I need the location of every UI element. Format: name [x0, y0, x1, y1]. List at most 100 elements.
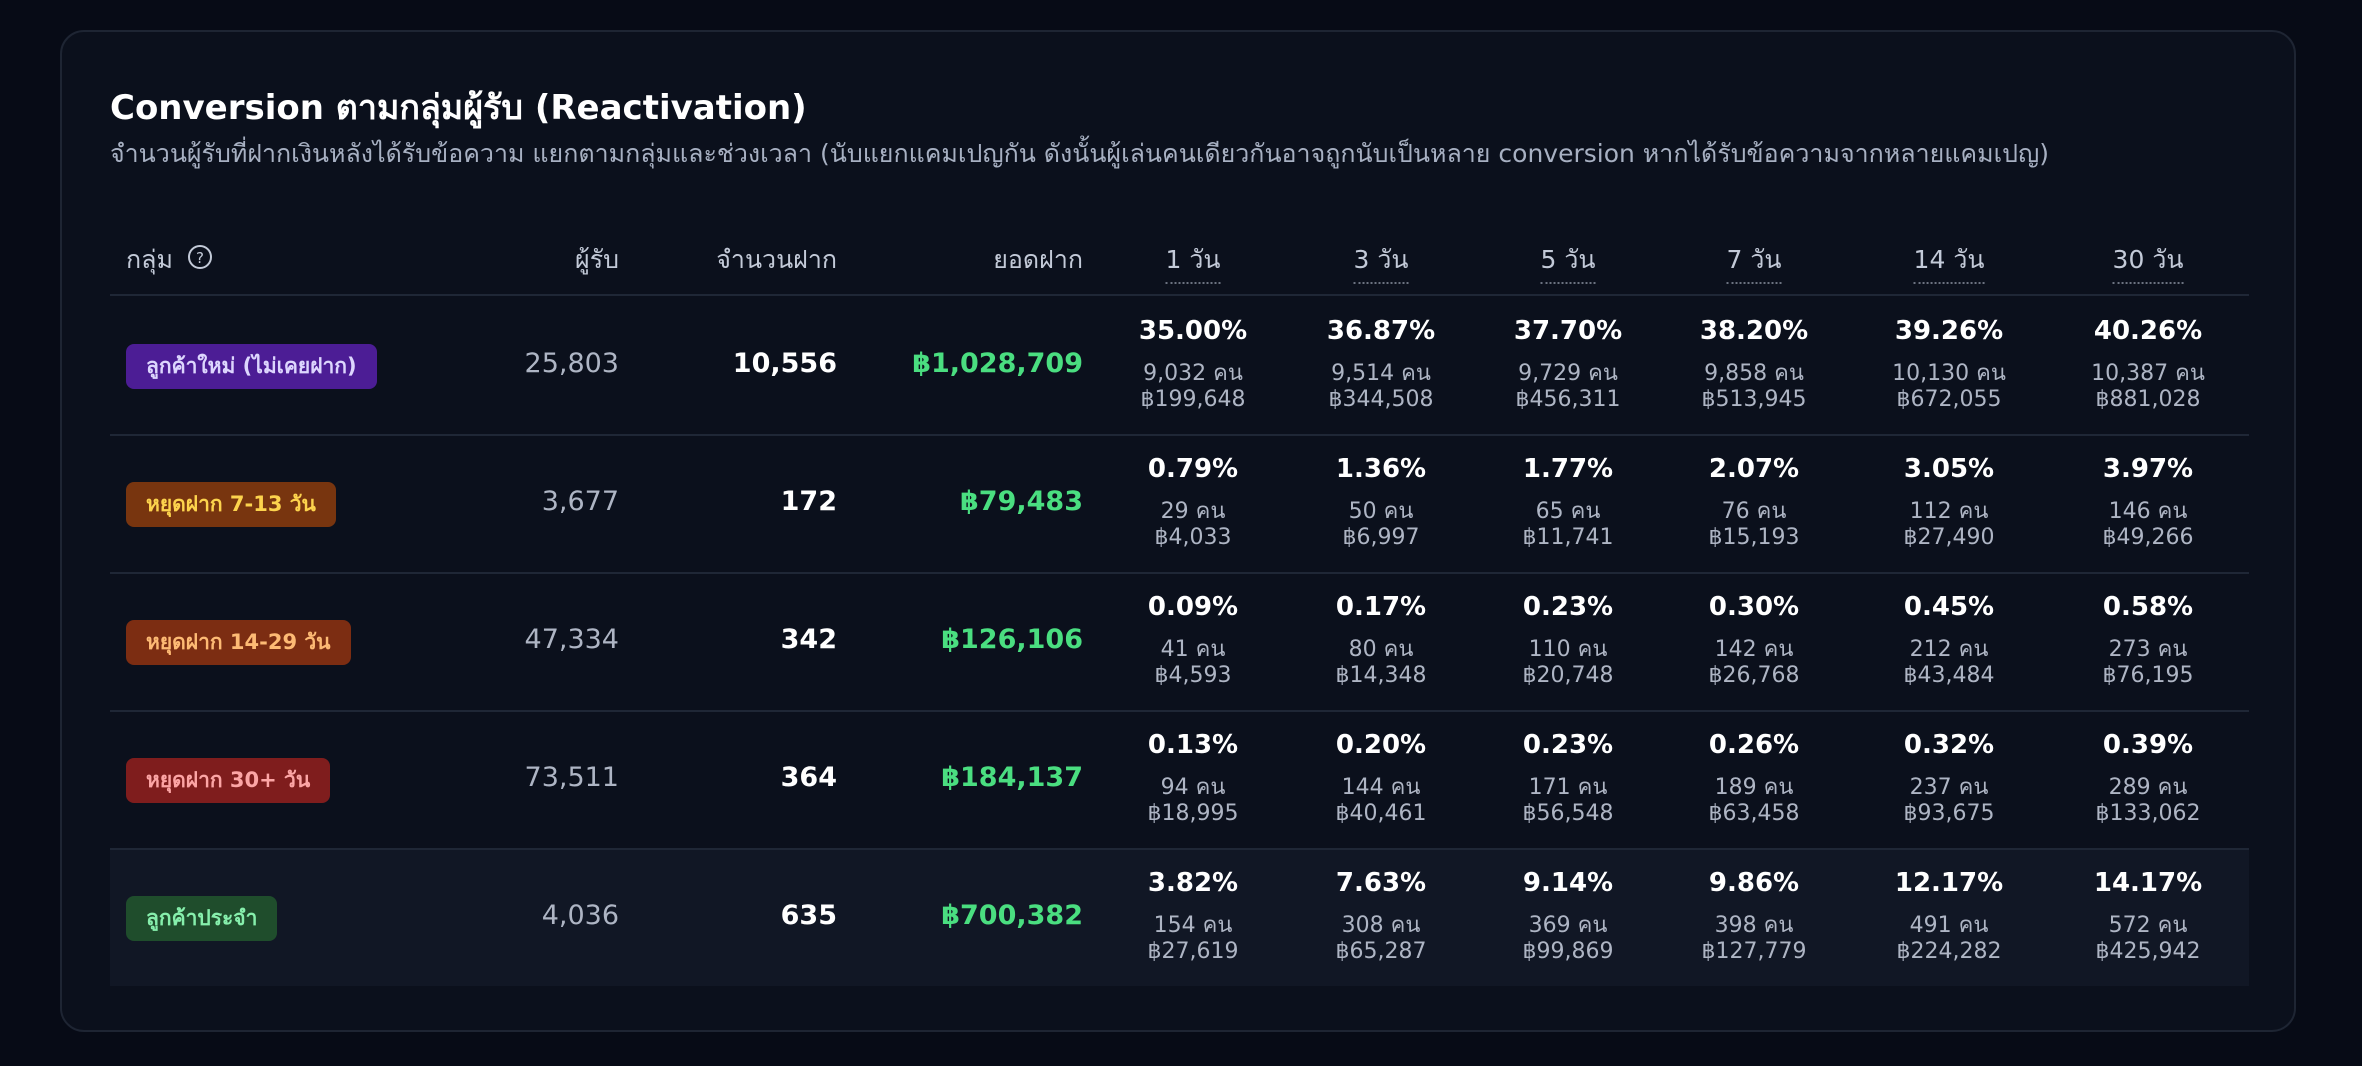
conversion-rate: 35.00%	[1138, 316, 1248, 346]
cell-recipients: 4,036	[541, 900, 619, 931]
conversion-count: 491 คน	[1909, 913, 1989, 938]
conversion-count: 289 คน	[2108, 775, 2188, 800]
conversion-count: 237 คน	[1909, 775, 1989, 800]
conversion-amount: ฿224,282	[1896, 939, 2002, 964]
cell-recipients: 73,511	[524, 762, 619, 793]
cell-amount: ฿1,028,709	[912, 348, 1083, 379]
conversion-amount: ฿56,548	[1522, 801, 1614, 826]
conversion-rate: 0.39%	[2102, 730, 2194, 760]
cell-deposits: 342	[780, 624, 837, 655]
conversion-rate: 0.20%	[1335, 730, 1427, 760]
conversion-rate: 1.77%	[1522, 454, 1614, 484]
cell-recipients: 3,677	[541, 486, 619, 517]
conversion-count: 572 คน	[2108, 913, 2188, 938]
cell-recipients: 25,803	[524, 348, 619, 379]
row-divider	[110, 710, 2249, 712]
conversion-count: 273 คน	[2108, 637, 2188, 662]
conversion-amount: ฿6,997	[1342, 525, 1420, 550]
conversion-count: 10,130 คน	[1892, 361, 2006, 386]
conversion-count: 142 คน	[1714, 637, 1794, 662]
conversion-rate: 0.30%	[1708, 592, 1800, 622]
conversion-amount: ฿76,195	[2102, 663, 2194, 688]
conversion-amount: ฿65,287	[1335, 939, 1427, 964]
conversion-amount: ฿344,508	[1328, 387, 1434, 412]
conversion-rate: 0.13%	[1147, 730, 1239, 760]
conversion-amount: ฿18,995	[1147, 801, 1239, 826]
subtitle: จำนวนผู้รับที่ฝากเงินหลังได้รับข้อความ แ…	[110, 139, 2050, 168]
column-header: จำนวนฝาก	[716, 245, 837, 274]
conversion-count: 171 คน	[1528, 775, 1608, 800]
conversion-count: 144 คน	[1341, 775, 1421, 800]
conversion-amount: ฿425,942	[2095, 939, 2201, 964]
help-icon[interactable]: ?	[186, 243, 214, 271]
conversion-count: 10,387 คน	[2091, 361, 2205, 386]
conversion-count: 9,514 คน	[1331, 361, 1431, 386]
conversion-amount: ฿93,675	[1903, 801, 1995, 826]
conversion-amount: ฿456,311	[1515, 387, 1621, 412]
conversion-rate: 0.23%	[1522, 730, 1614, 760]
conversion-rate: 14.17%	[2093, 868, 2203, 898]
conversion-rate: 40.26%	[2093, 316, 2203, 346]
column-header: 1 วัน	[1165, 240, 1221, 284]
group-badge: หยุดฝาก 14-29 วัน	[126, 620, 351, 665]
conversion-count: 189 คน	[1714, 775, 1794, 800]
conversion-rate: 12.17%	[1894, 868, 2004, 898]
conversion-amount: ฿27,619	[1147, 939, 1239, 964]
group-badge: หยุดฝาก 7-13 วัน	[126, 482, 336, 527]
title: Conversion ตามกลุ่มผู้รับ (Reactivation)	[110, 88, 807, 128]
conversion-amount: ฿133,062	[2095, 801, 2201, 826]
cell-deposits: 10,556	[732, 348, 837, 379]
conversion-amount: ฿4,033	[1154, 525, 1232, 550]
header-divider	[110, 294, 2249, 296]
conversion-rate: 38.20%	[1699, 316, 1809, 346]
row-highlight	[110, 850, 2249, 986]
conversion-amount: ฿513,945	[1701, 387, 1807, 412]
conversion-count: 110 คน	[1528, 637, 1608, 662]
conversion-count: 212 คน	[1909, 637, 1989, 662]
conversion-rate: 2.07%	[1708, 454, 1800, 484]
svg-text:?: ?	[196, 249, 204, 267]
conversion-rate: 0.45%	[1903, 592, 1995, 622]
conversion-amount: ฿881,028	[2095, 387, 2201, 412]
conversion-rate: 1.36%	[1335, 454, 1427, 484]
conversion-rate: 36.87%	[1326, 316, 1436, 346]
column-header: ผู้รับ	[575, 245, 619, 274]
column-header: 14 วัน	[1913, 240, 1985, 284]
conversion-count: 9,858 คน	[1704, 361, 1804, 386]
column-header: 3 วัน	[1353, 240, 1409, 284]
conversion-count: 154 คน	[1153, 913, 1233, 938]
conversion-rate: 0.79%	[1147, 454, 1239, 484]
conversion-count: 9,032 คน	[1143, 361, 1243, 386]
conversion-amount: ฿4,593	[1154, 663, 1232, 688]
conversion-amount: ฿20,748	[1522, 663, 1614, 688]
cell-amount: ฿700,382	[941, 900, 1083, 931]
conversion-count: 146 คน	[2108, 499, 2188, 524]
cell-deposits: 635	[780, 900, 837, 931]
conversion-amount: ฿43,484	[1903, 663, 1995, 688]
column-header: 30 วัน	[2112, 240, 2184, 284]
conversion-count: 308 คน	[1341, 913, 1421, 938]
conversion-count: 41 คน	[1160, 637, 1226, 662]
group-badge: ลูกค้าใหม่ (ไม่เคยฝาก)	[126, 344, 377, 389]
conversion-count: 50 คน	[1348, 499, 1414, 524]
conversion-rate: 9.86%	[1708, 868, 1800, 898]
conversion-rate: 3.97%	[2102, 454, 2194, 484]
conversion-count: 29 คน	[1160, 499, 1226, 524]
conversion-amount: ฿14,348	[1335, 663, 1427, 688]
cell-deposits: 172	[780, 486, 837, 517]
conversion-count: 112 คน	[1909, 499, 1989, 524]
conversion-amount: ฿199,648	[1140, 387, 1246, 412]
conversion-amount: ฿672,055	[1896, 387, 2002, 412]
cell-amount: ฿184,137	[941, 762, 1083, 793]
conversion-rate: 0.17%	[1335, 592, 1427, 622]
conversion-rate: 3.05%	[1903, 454, 1995, 484]
column-header: ยอดฝาก	[993, 245, 1083, 274]
conversion-rate: 39.26%	[1894, 316, 2004, 346]
conversion-amount: ฿11,741	[1522, 525, 1614, 550]
cell-recipients: 47,334	[524, 624, 619, 655]
row-divider	[110, 572, 2249, 574]
conversion-count: 9,729 คน	[1518, 361, 1618, 386]
row-divider	[110, 434, 2249, 436]
conversion-rate: 0.58%	[2102, 592, 2194, 622]
